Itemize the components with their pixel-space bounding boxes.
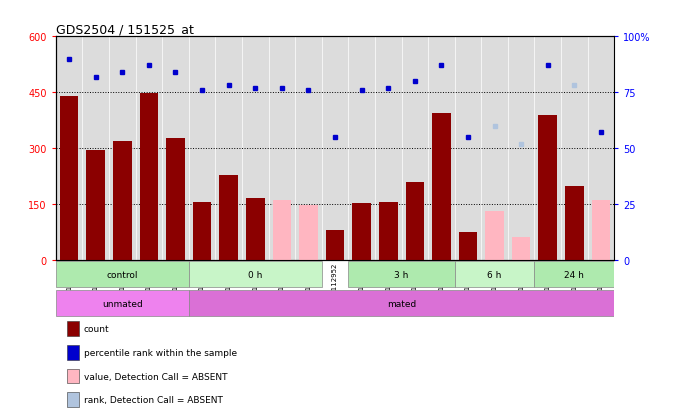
Text: 6 h: 6 h: [487, 270, 502, 279]
Text: percentile rank within the sample: percentile rank within the sample: [84, 348, 237, 357]
Bar: [140, 94, 158, 260]
Bar: [326, 230, 344, 260]
FancyBboxPatch shape: [348, 262, 454, 287]
Text: mated: mated: [387, 299, 416, 308]
Bar: [272, 201, 291, 260]
Bar: [87, 150, 105, 260]
Bar: [113, 141, 132, 260]
Text: rank, Detection Call = ABSENT: rank, Detection Call = ABSENT: [84, 395, 223, 404]
FancyBboxPatch shape: [56, 262, 188, 287]
Bar: [246, 199, 265, 260]
FancyBboxPatch shape: [454, 262, 535, 287]
Bar: [193, 202, 211, 260]
Bar: [67, 322, 80, 336]
Text: GDS2504 / 151525_at: GDS2504 / 151525_at: [56, 23, 194, 36]
Text: unmated: unmated: [102, 299, 142, 308]
Bar: [459, 232, 477, 260]
Bar: [166, 138, 185, 260]
FancyBboxPatch shape: [535, 262, 614, 287]
Bar: [299, 205, 318, 260]
Text: 0 h: 0 h: [248, 270, 262, 279]
Text: value, Detection Call = ABSENT: value, Detection Call = ABSENT: [84, 372, 228, 381]
Bar: [379, 202, 398, 260]
Bar: [406, 182, 424, 260]
Text: count: count: [84, 325, 110, 333]
Text: control: control: [107, 270, 138, 279]
Bar: [352, 204, 371, 260]
Bar: [60, 97, 78, 260]
FancyBboxPatch shape: [188, 262, 322, 287]
FancyBboxPatch shape: [56, 291, 188, 316]
Bar: [432, 113, 451, 260]
Bar: [485, 212, 504, 260]
Bar: [219, 176, 238, 260]
Bar: [512, 238, 530, 260]
Bar: [592, 201, 610, 260]
Bar: [67, 345, 80, 360]
Bar: [67, 392, 80, 407]
Text: 24 h: 24 h: [565, 270, 584, 279]
Bar: [67, 369, 80, 383]
Bar: [565, 187, 584, 260]
Bar: [538, 115, 557, 260]
FancyBboxPatch shape: [188, 291, 614, 316]
Text: 3 h: 3 h: [394, 270, 409, 279]
